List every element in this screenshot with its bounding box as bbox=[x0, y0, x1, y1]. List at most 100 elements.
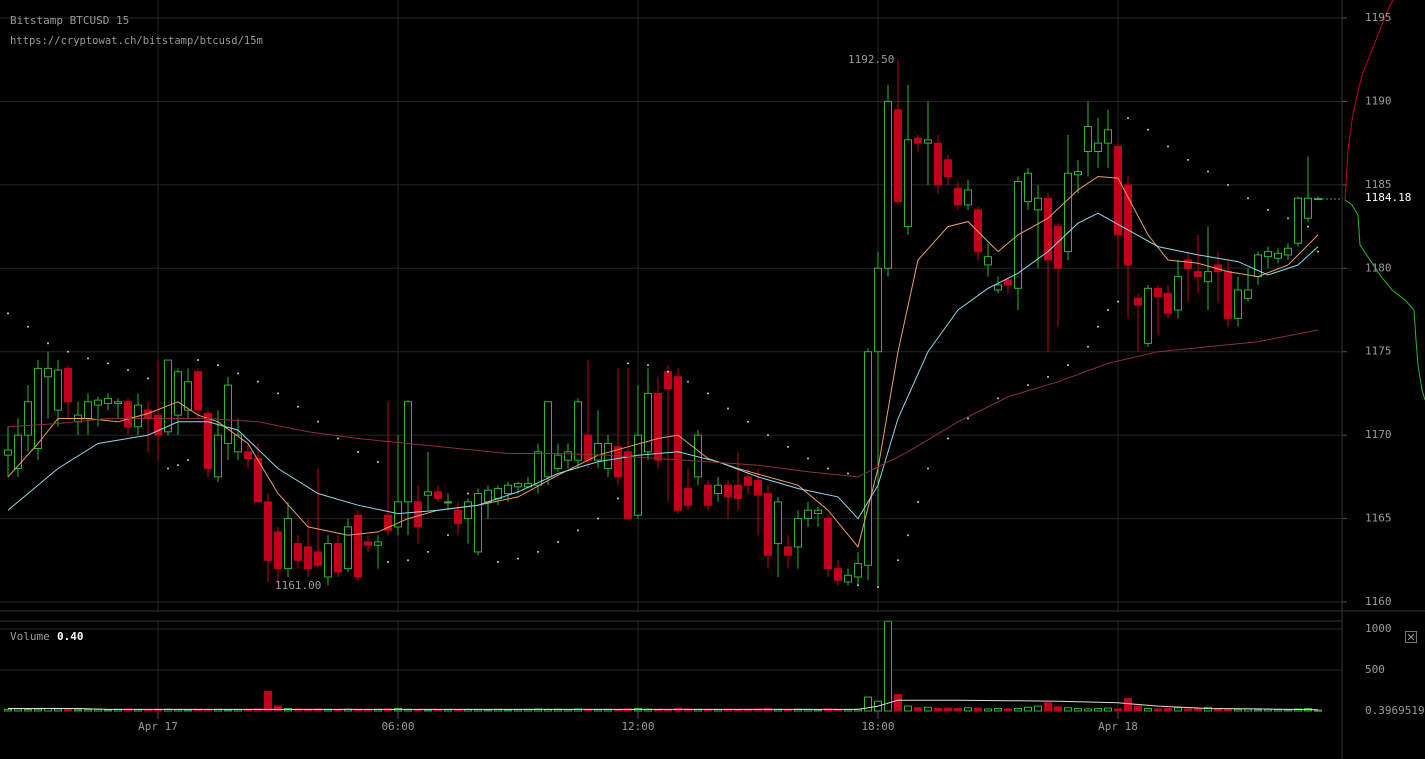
sar-dot bbox=[1127, 117, 1129, 120]
volume-bar bbox=[84, 709, 92, 712]
volume-bar bbox=[894, 694, 902, 712]
candle-body bbox=[1064, 172, 1072, 253]
candle-body bbox=[634, 434, 642, 516]
candle-body bbox=[274, 531, 282, 570]
volume-bar bbox=[74, 709, 82, 712]
candle-body bbox=[1084, 125, 1092, 152]
candle-body bbox=[284, 518, 292, 570]
candle-body bbox=[1164, 292, 1172, 314]
candle-body bbox=[934, 142, 942, 186]
sar-dot bbox=[1227, 183, 1229, 186]
volume-bar bbox=[14, 708, 22, 712]
sar-dot bbox=[107, 362, 109, 365]
sar-dot bbox=[1167, 145, 1169, 148]
candle-body bbox=[914, 137, 922, 144]
candle-body bbox=[424, 491, 432, 496]
candle-body bbox=[854, 563, 862, 578]
candle-body bbox=[224, 384, 232, 444]
sar-dot bbox=[387, 560, 389, 563]
volume-last: 0.3969519 bbox=[1365, 704, 1425, 717]
candle-body bbox=[154, 414, 162, 436]
volume-bar bbox=[964, 707, 972, 712]
candle-body bbox=[304, 546, 312, 570]
close-button[interactable] bbox=[1405, 631, 1417, 643]
y-tick-label: 1180 bbox=[1365, 261, 1392, 274]
volume-bar bbox=[924, 706, 932, 712]
volume-bar bbox=[1064, 707, 1072, 712]
sar-dot bbox=[377, 460, 379, 463]
low-label: 1161.00 bbox=[275, 579, 321, 592]
volume-bar bbox=[1044, 702, 1052, 712]
volume-bar bbox=[954, 708, 962, 712]
depth-bids bbox=[1344, 199, 1425, 401]
candle-body bbox=[544, 401, 552, 478]
candle-body bbox=[364, 541, 372, 546]
volume-bar bbox=[884, 621, 892, 712]
sar-dot bbox=[517, 557, 519, 560]
candle-body bbox=[464, 501, 472, 520]
volume-bar bbox=[1284, 709, 1292, 712]
candle-body bbox=[1074, 171, 1082, 176]
candle-body bbox=[84, 401, 92, 419]
sar-dot bbox=[787, 445, 789, 448]
sar-dot bbox=[1247, 197, 1249, 200]
moving-average bbox=[7, 329, 1319, 478]
moving-average bbox=[7, 175, 1319, 548]
sar-dot bbox=[597, 517, 599, 520]
candle-body bbox=[494, 488, 502, 500]
title: Bitstamp BTCUSD 15 bbox=[10, 14, 129, 27]
candle-body bbox=[584, 434, 592, 461]
volume-bar bbox=[104, 709, 112, 712]
candle-body bbox=[204, 412, 212, 470]
candle-body bbox=[744, 476, 752, 486]
candle-body bbox=[1104, 129, 1112, 144]
candle-body bbox=[564, 451, 572, 461]
candle-body bbox=[954, 187, 962, 206]
sar-dot bbox=[1307, 225, 1309, 228]
volume-bar bbox=[1124, 698, 1132, 712]
candle-body bbox=[394, 501, 402, 528]
candle-body bbox=[1274, 252, 1282, 259]
sar-dot bbox=[217, 364, 219, 367]
volume-bar bbox=[54, 708, 62, 712]
candle-body bbox=[1254, 254, 1262, 278]
candle-body bbox=[1094, 142, 1102, 152]
candle-body bbox=[724, 484, 732, 498]
sar-dot bbox=[647, 364, 649, 367]
candle-body bbox=[264, 501, 272, 561]
volume-bar bbox=[24, 709, 32, 712]
volume-bar bbox=[1074, 708, 1082, 712]
candle-body bbox=[234, 434, 242, 453]
volume-bar bbox=[934, 708, 942, 712]
sar-dot bbox=[1097, 325, 1099, 328]
sar-dot bbox=[917, 500, 919, 503]
sar-dot bbox=[847, 472, 849, 475]
candle-body bbox=[784, 546, 792, 556]
candle-body bbox=[454, 509, 462, 525]
candle-body bbox=[344, 526, 352, 570]
volume-bar bbox=[504, 709, 512, 712]
candle-body bbox=[964, 189, 972, 206]
candle-body bbox=[4, 449, 12, 456]
volume-bar bbox=[484, 709, 492, 712]
volume-bar bbox=[1264, 708, 1272, 712]
candle-body bbox=[1194, 271, 1202, 278]
volume-bar bbox=[1274, 709, 1282, 712]
candle-body bbox=[554, 454, 562, 470]
sar-dot bbox=[297, 405, 299, 408]
candle-body bbox=[514, 483, 522, 488]
candle-body bbox=[1114, 145, 1122, 236]
sar-dot bbox=[627, 362, 629, 365]
sar-dot bbox=[1047, 375, 1049, 378]
volume-bar bbox=[1034, 705, 1042, 712]
sar-dot bbox=[447, 534, 449, 537]
candle-body bbox=[884, 100, 892, 269]
candle-body bbox=[184, 381, 192, 411]
candle-body bbox=[844, 574, 852, 583]
plot bbox=[4, 59, 1322, 712]
candle-body bbox=[114, 401, 122, 404]
volume-bar bbox=[424, 709, 432, 712]
sar-dot bbox=[1287, 217, 1289, 220]
candle-body bbox=[1124, 184, 1132, 266]
